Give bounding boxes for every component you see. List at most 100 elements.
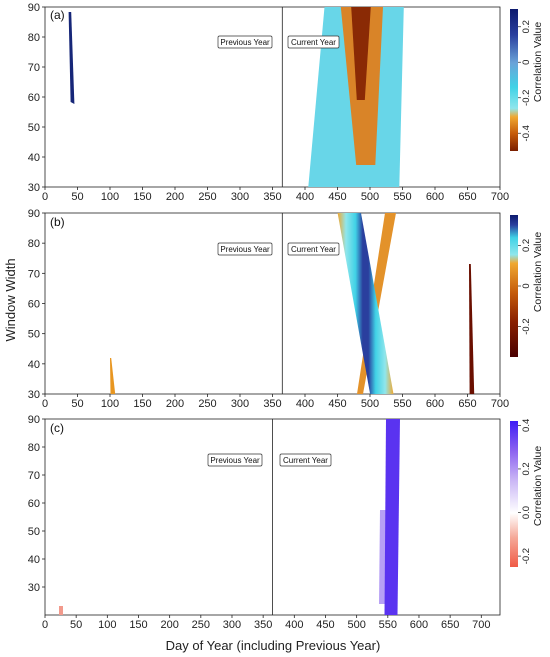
y-tick-label: 50 bbox=[28, 526, 40, 538]
x-tick-label: 500 bbox=[347, 619, 365, 631]
previous-year-box-b bbox=[217, 242, 273, 256]
early-band-a bbox=[68, 12, 75, 104]
pink-dots-c bbox=[59, 606, 63, 615]
axis-ticks-a: 0 50 100 150 200 250 300 350 400 450 500 550 600 650 7… bbox=[28, 2, 509, 203]
colorbar-ticks-b: 0.2 0 -0.2 bbox=[518, 239, 532, 335]
previous-year-box-a bbox=[217, 35, 273, 49]
colorbar-tick-label: 0 bbox=[521, 60, 532, 65]
previous-year-text-c: Previous Year bbox=[210, 456, 260, 465]
current-year-text-b: Current Year bbox=[291, 245, 336, 254]
colorbar-ticks-a: 0.2 0 -0.2 -0.4 bbox=[518, 20, 532, 141]
y-tick-label: 80 bbox=[28, 32, 40, 44]
x-tick-label: 700 bbox=[491, 191, 509, 203]
heatmap-b bbox=[110, 213, 475, 394]
x-tick-label: 300 bbox=[231, 191, 249, 203]
x-tick-label: 450 bbox=[316, 619, 334, 631]
y-tick-label: 70 bbox=[28, 62, 40, 74]
x-tick-label: 50 bbox=[71, 191, 83, 203]
x-tick-label: 300 bbox=[223, 619, 241, 631]
x-tick-label: 650 bbox=[458, 191, 476, 203]
panel-tag-b: (b) bbox=[50, 215, 65, 229]
y-tick-label: 60 bbox=[28, 92, 40, 104]
y-tick-label: 80 bbox=[28, 238, 40, 250]
current-year-text-a: Current Year bbox=[291, 38, 336, 47]
y-tick-label: 40 bbox=[28, 359, 40, 371]
panel-tag-a: (a) bbox=[50, 8, 65, 22]
previous-year-label-a: Previous Year bbox=[217, 35, 273, 49]
colorbar-tick-label: 0.2 bbox=[521, 239, 532, 252]
x-tick-label: 50 bbox=[71, 398, 83, 410]
y-tick-label: 70 bbox=[28, 268, 40, 280]
x-tick-label: 150 bbox=[133, 191, 151, 203]
y-tick-label: 70 bbox=[28, 470, 40, 482]
x-tick-label: 250 bbox=[198, 398, 216, 410]
x-tick-label: 50 bbox=[70, 619, 82, 631]
y-tick-label: 50 bbox=[28, 329, 40, 341]
x-tick-label: 400 bbox=[285, 619, 303, 631]
colorbar-a bbox=[510, 9, 518, 151]
previous-year-label-c: Previous Year bbox=[207, 453, 263, 467]
x-tick-label: 700 bbox=[472, 619, 490, 631]
colorbar-title-a: Correlation Value bbox=[532, 22, 544, 103]
y-tick-label: 90 bbox=[28, 208, 40, 220]
x-tick-label: 100 bbox=[101, 191, 119, 203]
small-orange-b bbox=[110, 358, 116, 394]
x-tick-label: 350 bbox=[263, 398, 281, 410]
x-tick-label: 100 bbox=[101, 398, 119, 410]
dark-core-a bbox=[351, 7, 371, 100]
y-tick-label: 60 bbox=[28, 498, 40, 510]
x-tick-label: 500 bbox=[361, 398, 379, 410]
colorbar-tick-label: -0.2 bbox=[521, 548, 532, 564]
x-tick-label: 400 bbox=[296, 191, 314, 203]
colorbar-tick-label: -0.2 bbox=[521, 90, 532, 106]
colorbar-tick-label: 0 bbox=[521, 283, 532, 288]
colorbar-tick-label: 0.2 bbox=[521, 20, 532, 33]
x-tick-label: 150 bbox=[129, 619, 147, 631]
plot-area-b bbox=[44, 212, 501, 395]
colorbar-ticks-c: 0.4 0.2 0.0 -0.2 bbox=[518, 419, 532, 564]
y-tick-label: 90 bbox=[28, 414, 40, 426]
axis-ticks-c: 0 50 100 150 200 250 300 350 400 450 500 550 600 650 7… bbox=[28, 414, 491, 631]
current-year-label-b: Current Year bbox=[287, 242, 340, 256]
y-tick-label: 40 bbox=[28, 554, 40, 566]
colorbar-tick-label: 0.4 bbox=[521, 419, 532, 432]
x-tick-label: 150 bbox=[133, 398, 151, 410]
heatmap-c bbox=[59, 419, 400, 615]
y-tick-label: 40 bbox=[28, 152, 40, 164]
x-tick-label: 350 bbox=[263, 191, 281, 203]
colorbar-b bbox=[510, 215, 518, 357]
purple-band-c bbox=[384, 419, 400, 615]
previous-year-label-b: Previous Year bbox=[217, 242, 273, 256]
x-axis-title: Day of Year (including Previous Year) bbox=[166, 638, 381, 653]
current-year-box-c bbox=[279, 453, 332, 467]
panel-c: (c) Previous Year Current Year 0 50 100 150… bbox=[28, 414, 544, 631]
x-tick-label: 600 bbox=[410, 619, 428, 631]
y-tick-label: 90 bbox=[28, 2, 40, 14]
colorbar-tick-label: -0.4 bbox=[521, 125, 532, 141]
y-tick-label: 30 bbox=[28, 182, 40, 194]
x-tick-label: 700 bbox=[491, 398, 509, 410]
current-year-label-c: Current Year bbox=[279, 453, 332, 467]
x-tick-label: 0 bbox=[42, 619, 48, 631]
x-tick-label: 550 bbox=[393, 398, 411, 410]
plot-area-a bbox=[44, 6, 501, 188]
colorbar-title-b: Correlation Value bbox=[532, 232, 544, 313]
y-tick-label: 30 bbox=[28, 389, 40, 401]
x-tick-label: 100 bbox=[98, 619, 116, 631]
axis-ticks-b: 0 50 100 150 200 250 300 350 400 450 500 550 600 650 7… bbox=[28, 208, 509, 410]
y-tick-label: 50 bbox=[28, 122, 40, 134]
y-tick-label: 60 bbox=[28, 299, 40, 311]
current-year-text-c: Current Year bbox=[283, 456, 328, 465]
x-tick-label: 550 bbox=[379, 619, 397, 631]
x-tick-label: 300 bbox=[231, 398, 249, 410]
x-tick-label: 200 bbox=[160, 619, 178, 631]
x-tick-label: 600 bbox=[426, 191, 444, 203]
x-tick-label: 550 bbox=[393, 191, 411, 203]
heatmap-a bbox=[68, 7, 404, 187]
y-axis-title: Window Width bbox=[3, 258, 18, 341]
diagonal-band-b bbox=[337, 213, 394, 394]
colorbar-c bbox=[510, 421, 518, 567]
current-year-box-a bbox=[287, 35, 340, 49]
x-tick-label: 400 bbox=[296, 398, 314, 410]
